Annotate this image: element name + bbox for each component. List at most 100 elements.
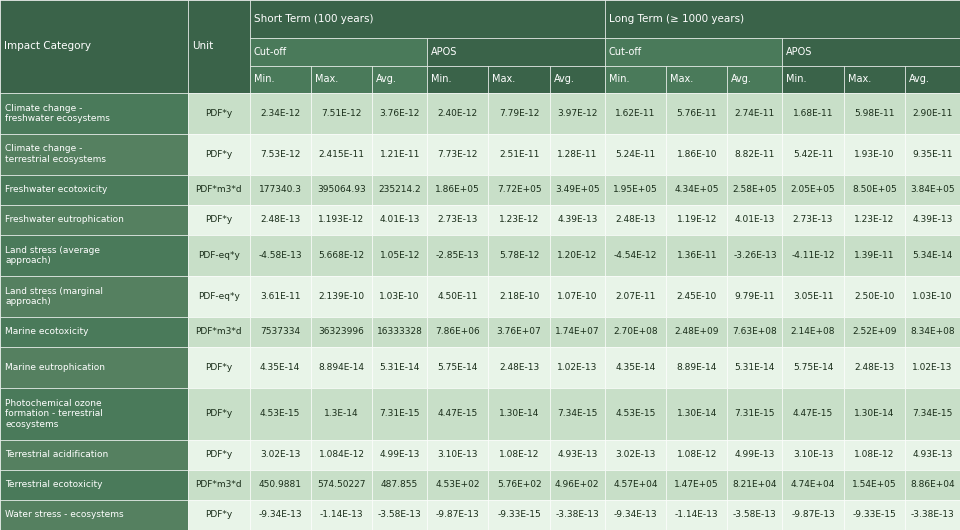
Text: 4.35E-14: 4.35E-14 [615,363,656,372]
Bar [905,66,960,93]
Bar [782,347,844,388]
Text: 7.79E-12: 7.79E-12 [499,109,540,118]
Bar [728,175,782,205]
Bar [489,440,550,470]
Bar [188,470,250,500]
Bar [605,205,666,235]
Text: 4.53E+02: 4.53E+02 [436,480,480,489]
Bar [728,440,782,470]
Text: 3.10E-13: 3.10E-13 [793,450,833,460]
Bar [782,66,844,93]
Bar [782,317,844,347]
Text: 5.76E-11: 5.76E-11 [677,109,717,118]
Text: 4.74E+04: 4.74E+04 [791,480,835,489]
Bar [905,175,960,205]
Text: 1.084E-12: 1.084E-12 [319,450,365,460]
Text: APOS: APOS [786,47,813,57]
Text: 3.49E+05: 3.49E+05 [555,186,600,195]
Bar [372,93,427,134]
Text: Cut-off: Cut-off [609,47,642,57]
Text: 395064.93: 395064.93 [317,186,366,195]
Bar [605,470,666,500]
Bar [489,388,550,440]
Bar [427,235,489,276]
Bar [311,470,372,500]
Bar [489,175,550,205]
Text: -1.14E-13: -1.14E-13 [675,510,718,519]
Text: 1.193E-12: 1.193E-12 [319,215,365,224]
Text: APOS: APOS [431,47,458,57]
Bar [427,205,489,235]
Text: 8.82E-11: 8.82E-11 [734,150,775,159]
Text: PDF-eq*y: PDF-eq*y [198,292,240,301]
Bar [782,93,844,134]
Bar [728,276,782,317]
Bar [844,175,905,205]
Bar [311,134,372,175]
Text: 1.23E-12: 1.23E-12 [499,215,540,224]
Text: PDF*m3*d: PDF*m3*d [196,480,242,489]
Bar [782,205,844,235]
Bar [605,317,666,347]
Text: 1.08E-12: 1.08E-12 [499,450,540,460]
Bar [489,66,550,93]
Bar [427,388,489,440]
Text: 2.58E+05: 2.58E+05 [732,186,778,195]
Text: 5.78E-12: 5.78E-12 [499,251,540,260]
Text: Min.: Min. [786,74,806,84]
Text: 1.02E-13: 1.02E-13 [912,363,952,372]
Text: 2.415E-11: 2.415E-11 [319,150,365,159]
Text: -4.54E-12: -4.54E-12 [613,251,657,260]
Text: 2.05E+05: 2.05E+05 [791,186,835,195]
Bar [666,134,728,175]
Bar [605,500,666,530]
Text: 1.30E-14: 1.30E-14 [499,409,540,418]
Text: 36323996: 36323996 [319,328,365,337]
Bar [489,470,550,500]
Bar [427,470,489,500]
Text: -9.87E-13: -9.87E-13 [791,510,835,519]
Text: 7.86E+06: 7.86E+06 [436,328,480,337]
Text: PDF*y: PDF*y [205,363,232,372]
Bar [782,175,844,205]
Text: 4.47E-15: 4.47E-15 [793,409,833,418]
Text: -3.38E-13: -3.38E-13 [911,510,954,519]
Text: -1.14E-13: -1.14E-13 [320,510,363,519]
Bar [550,470,605,500]
Bar [844,470,905,500]
Text: -4.58E-13: -4.58E-13 [258,251,302,260]
Text: PDF*y: PDF*y [205,109,232,118]
Text: 4.39E-13: 4.39E-13 [557,215,597,224]
Bar [372,470,427,500]
Text: Unit: Unit [192,41,213,51]
Text: 7.51E-12: 7.51E-12 [322,109,362,118]
Bar [250,134,311,175]
Bar [605,0,960,38]
Text: 2.50E-10: 2.50E-10 [854,292,895,301]
Text: Min.: Min. [253,74,274,84]
Bar [550,347,605,388]
Text: 2.48E+09: 2.48E+09 [675,328,719,337]
Text: 5.24E-11: 5.24E-11 [615,150,656,159]
Bar [250,175,311,205]
Text: -9.33E-15: -9.33E-15 [852,510,897,519]
Bar [427,440,489,470]
Text: -9.34E-13: -9.34E-13 [613,510,658,519]
Text: Terrestrial ecotoxicity: Terrestrial ecotoxicity [5,480,103,489]
Bar [844,134,905,175]
Text: 3.02E-13: 3.02E-13 [260,450,300,460]
Bar [427,66,489,93]
Text: PDF*y: PDF*y [205,409,232,418]
Bar [666,205,728,235]
Text: Water stress - ecosystems: Water stress - ecosystems [5,510,124,519]
Bar [905,440,960,470]
Text: 5.75E-14: 5.75E-14 [438,363,478,372]
Bar [550,317,605,347]
Bar [605,66,666,93]
Text: 1.20E-12: 1.20E-12 [557,251,597,260]
Text: 1.30E-14: 1.30E-14 [677,409,717,418]
Bar [0,317,188,347]
Bar [844,276,905,317]
Text: 4.96E+02: 4.96E+02 [555,480,599,489]
Bar [844,93,905,134]
